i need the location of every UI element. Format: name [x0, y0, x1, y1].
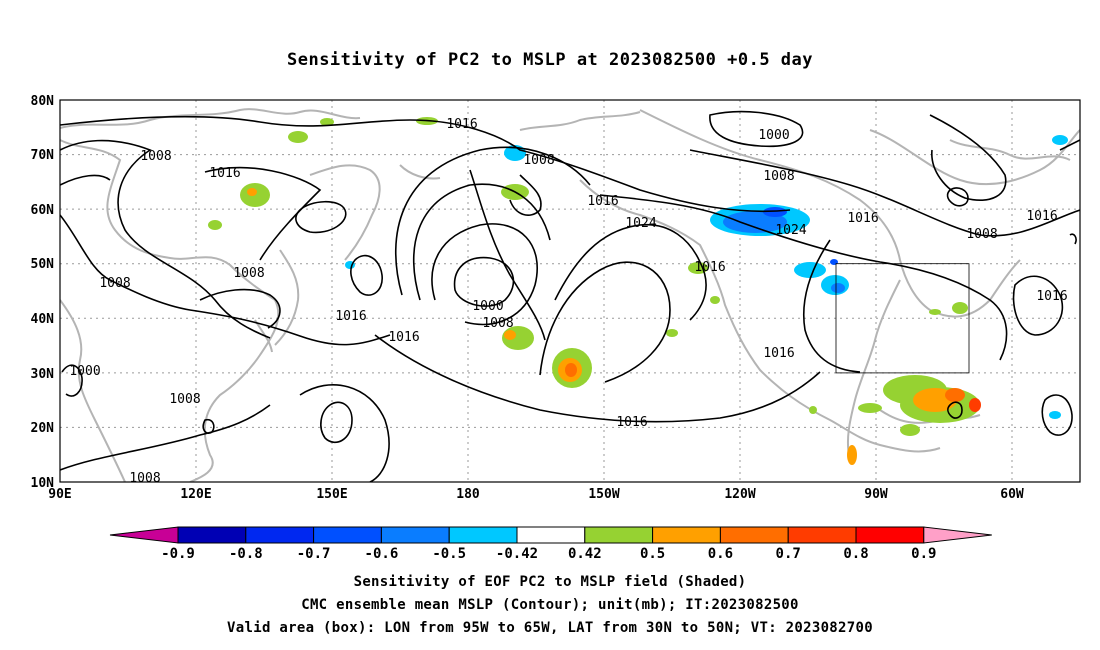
colorbar-swatch: [855, 526, 925, 544]
lat-label: 30N: [31, 367, 55, 382]
colorbar-label: -0.42: [496, 546, 538, 562]
contour-label: 1016: [1026, 209, 1057, 224]
colorbar-swatch: [448, 526, 518, 544]
lon-label: 180: [456, 487, 480, 502]
map-frame: [59, 99, 1081, 483]
contour-label: 1016: [587, 194, 618, 209]
colorbar-label: 0.7: [776, 546, 801, 562]
lon-label: 90E: [48, 487, 71, 502]
valid-area-box: [835, 263, 970, 374]
lat-label: 60N: [31, 203, 55, 218]
lat-label: 10N: [31, 476, 55, 491]
lon-label: 150E: [316, 487, 347, 502]
colorbar-swatch: [719, 526, 789, 544]
shaded-sensitivity: [208, 117, 1068, 465]
colorbar-label: -0.7: [297, 546, 331, 562]
colorbar-swatch: [245, 526, 315, 544]
contour-label: 1000: [758, 128, 789, 143]
contour-label: 1016: [1036, 289, 1067, 304]
contour-label: 1016: [694, 260, 725, 275]
colorbar-label: -0.5: [432, 546, 466, 562]
contour-label: 1016: [763, 346, 794, 361]
colorbar: -0.9 -0.8 -0.7 -0.6 -0.5 -0.42 0.42 0.5 0.6 0.7 0.…: [109, 526, 992, 562]
map-title: Sensitivity of PC2 to MSLP at 2023082500…: [286, 50, 813, 70]
contour-label: 1016: [616, 415, 647, 430]
lon-label: 90W: [864, 487, 888, 502]
lat-label: 70N: [31, 148, 55, 163]
contour-label: 1024: [775, 223, 806, 238]
lon-label: 60W: [1000, 487, 1024, 502]
contour-label: 1000: [69, 364, 100, 379]
colorbar-underflow-triangle: [109, 526, 179, 544]
contour-label: 1000: [472, 299, 503, 314]
colorbar-swatch: [787, 526, 857, 544]
contour-label: 1016: [388, 330, 419, 345]
colorbar-swatch: [380, 526, 450, 544]
colorbar-swatch: [313, 526, 382, 544]
colorbar-label: 0.6: [708, 546, 733, 562]
contour-label: 1008: [140, 149, 171, 164]
contour-label: 1008: [966, 227, 997, 242]
colorbar-swatch: [584, 526, 654, 544]
contour-label: 1016: [209, 166, 240, 181]
contour-label: 1008: [523, 153, 554, 168]
contour-label: 1008: [129, 471, 160, 486]
contour-label: 1008: [763, 169, 794, 184]
colorbar-label: 0.5: [640, 546, 665, 562]
latitude-labels: 80N 70N 60N 50N 40N 30N 20N 10N: [31, 94, 55, 491]
contour-labels: 1016 1008 1016 1008 1000 1008 1016 1024 …: [69, 117, 1067, 486]
colorbar-label: -0.8: [229, 546, 263, 562]
contour-label: 1008: [233, 266, 264, 281]
lon-label: 120W: [724, 487, 755, 502]
contour-label: 1008: [169, 392, 200, 407]
colorbar-label: 0.8: [843, 546, 868, 562]
colorbar-label: 0.42: [568, 546, 602, 562]
contour-label: 1024: [625, 216, 656, 231]
contour-label: 1016: [446, 117, 477, 132]
mslp-contours: [60, 110, 1080, 482]
lon-label: 120E: [180, 487, 211, 502]
contour-label: 1016: [335, 309, 366, 324]
lat-label: 40N: [31, 312, 55, 327]
colorbar-overflow-triangle: [923, 526, 992, 544]
lat-label: 50N: [31, 257, 55, 272]
colorbar-label: 0.9: [911, 546, 936, 562]
lon-label: 150W: [588, 487, 619, 502]
caption-line-3: Valid area (box): LON from 95W to 65W, L…: [227, 620, 873, 636]
colorbar-swatch: [652, 526, 721, 544]
colorbar-swatch: [177, 526, 247, 544]
colorbar-label: -0.9: [161, 546, 195, 562]
colorbar-swatch: [516, 526, 586, 544]
caption-line-2: CMC ensemble mean MSLP (Contour); unit(m…: [301, 597, 799, 613]
longitude-labels: 90E 120E 150E 180 150W 120W 90W 60W: [48, 487, 1024, 502]
lat-label: 20N: [31, 421, 55, 436]
grid-lines: [60, 100, 1080, 482]
caption-line-1: Sensitivity of EOF PC2 to MSLP field (Sh…: [353, 574, 747, 590]
colorbar-label: -0.6: [365, 546, 399, 562]
lat-label: 80N: [31, 94, 55, 109]
contour-label: 1008: [482, 316, 513, 331]
contour-label: 1016: [847, 211, 878, 226]
contour-label: 1008: [99, 276, 130, 291]
